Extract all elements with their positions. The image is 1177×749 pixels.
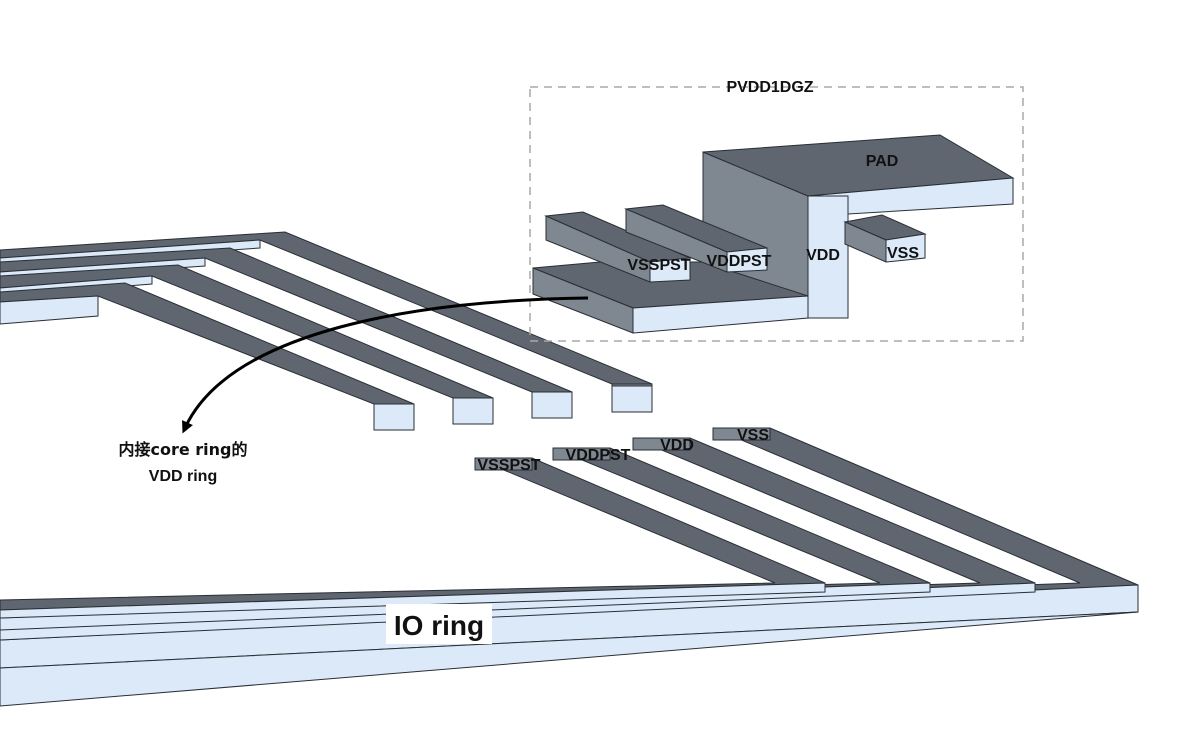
cell-pin-vsspst-label: VSSPST (627, 257, 690, 274)
pvdd1dgz-cell (529, 86, 1024, 342)
io-ring-label-bg (386, 604, 492, 644)
io-rail-vsspst (0, 457, 826, 619)
cell-dashed-boundary (529, 86, 1024, 342)
annotation-line1: 内接core ring的 (118, 440, 247, 459)
io-rail-vss-label: VSS (737, 427, 769, 444)
pad-label: PAD (866, 153, 899, 170)
core-ring-1 (0, 282, 415, 431)
cell-pin-vdd-label: VDD (806, 247, 840, 264)
io-rail-vsspst-label: VSSPST (477, 457, 540, 474)
io-ring-label: IO ring (394, 610, 484, 641)
io-ring (0, 427, 1139, 707)
io-rail-vddpst-label: VDDPST (566, 447, 631, 464)
cell-pin-vss-label: VSS (887, 245, 919, 262)
core-rings (0, 231, 653, 431)
io-ring-front-face (0, 588, 1139, 707)
cell-pin-vddpst-label: VDDPST (707, 253, 772, 270)
cell-name-label: PVDD1DGZ (726, 79, 813, 96)
connection-arrow (182, 296, 589, 434)
annotation-line2: VDD ring (149, 468, 217, 485)
io-rail-vdd-label: VDD (660, 437, 694, 454)
